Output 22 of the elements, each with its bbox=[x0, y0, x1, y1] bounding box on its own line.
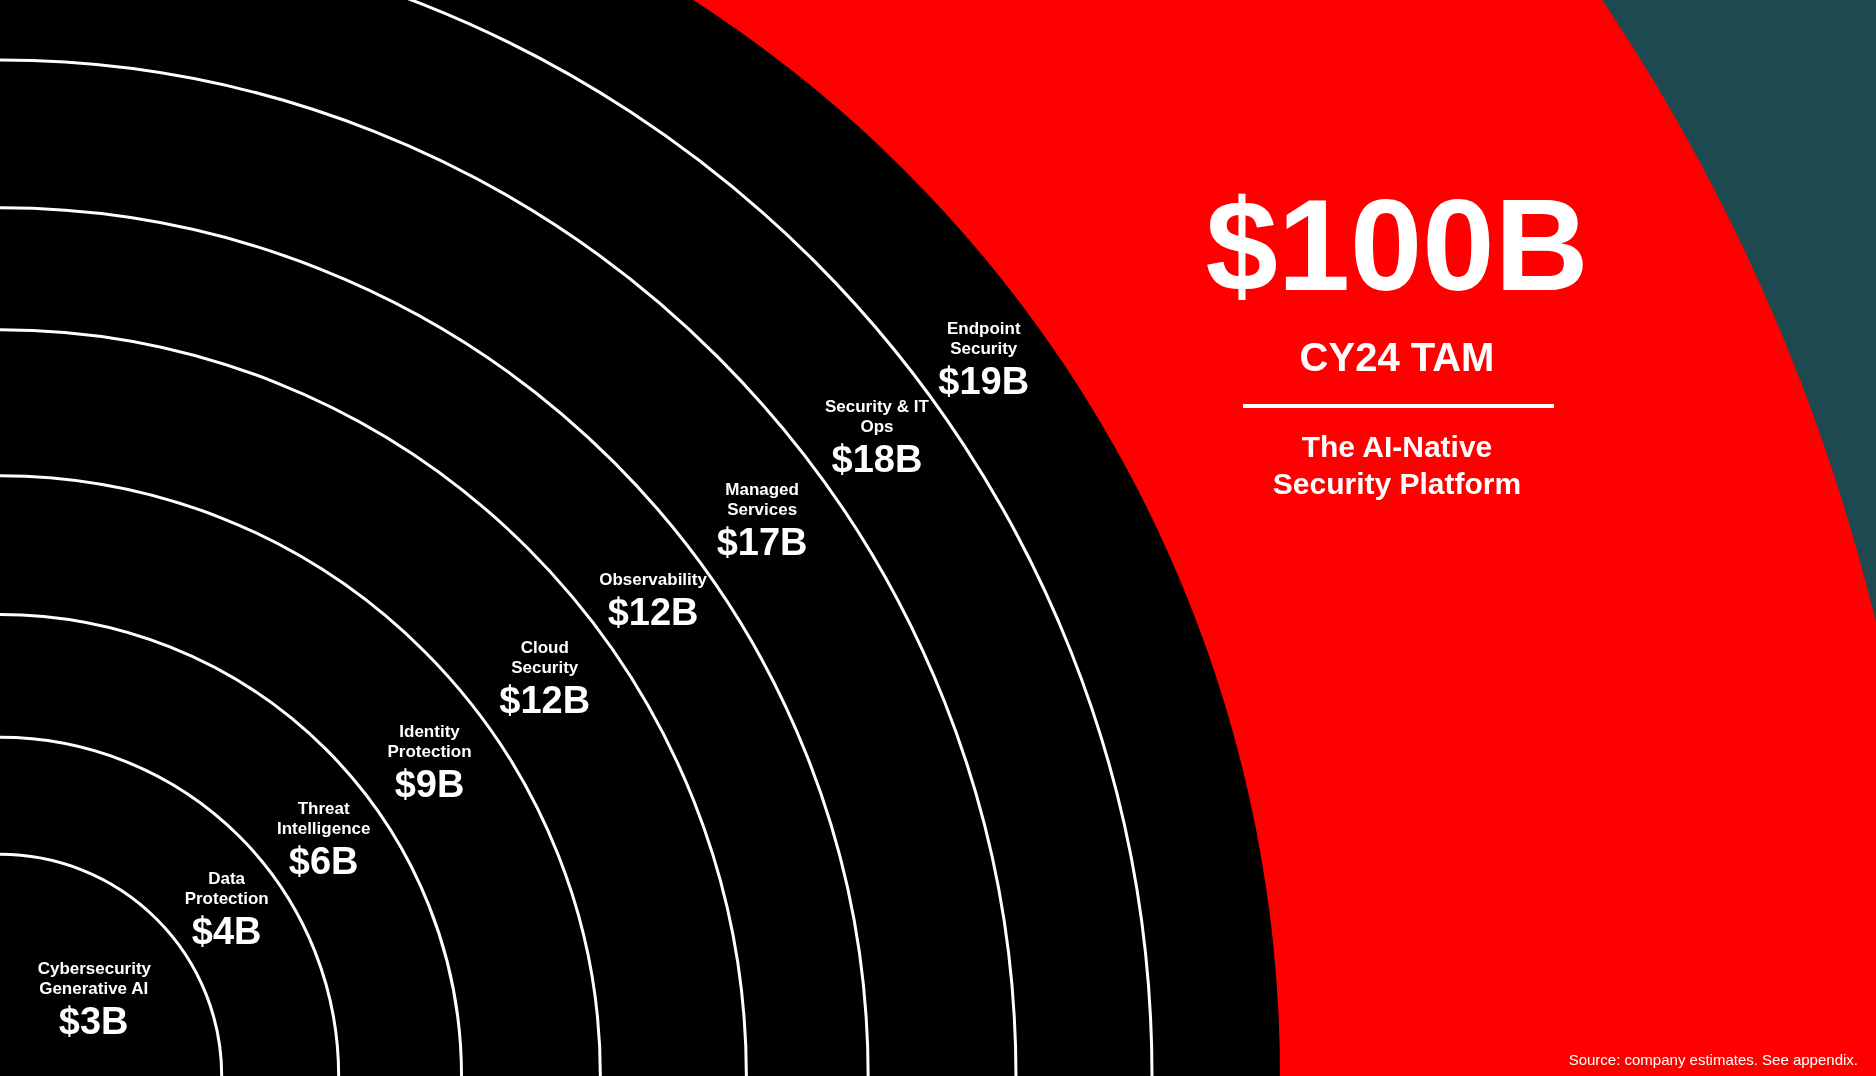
text: $100B bbox=[1204, 171, 1590, 320]
data-label: $12B bbox=[498, 678, 592, 723]
category-label: Threat Intelligence bbox=[275, 798, 372, 839]
data-label: $4B bbox=[190, 909, 263, 954]
data-label: $6B bbox=[287, 838, 360, 883]
data-label: $19B bbox=[937, 359, 1031, 404]
category-label: Managed Services bbox=[724, 480, 800, 521]
source-note: Source: company estimates. See appendix. bbox=[1568, 1051, 1858, 1068]
category-label: Cloud Security bbox=[510, 638, 580, 679]
data-label: $12B bbox=[606, 589, 700, 634]
category-label: Data Protection bbox=[183, 869, 270, 910]
data-label: $3B bbox=[57, 998, 130, 1043]
category-label: Identity Protection bbox=[386, 721, 473, 762]
text: CY24 TAM bbox=[1298, 334, 1496, 381]
category-label: Cybersecurity Generative AI bbox=[37, 958, 152, 999]
category-label: Endpoint Security bbox=[945, 319, 1022, 360]
category-label: Security & IT Ops bbox=[824, 396, 930, 437]
data-label: $18B bbox=[830, 436, 924, 481]
data-label: $9B bbox=[393, 761, 466, 806]
text: The AI-Native Security Platform bbox=[1271, 429, 1523, 502]
category-label: Observability bbox=[598, 569, 708, 590]
data-label: $17B bbox=[715, 520, 809, 565]
